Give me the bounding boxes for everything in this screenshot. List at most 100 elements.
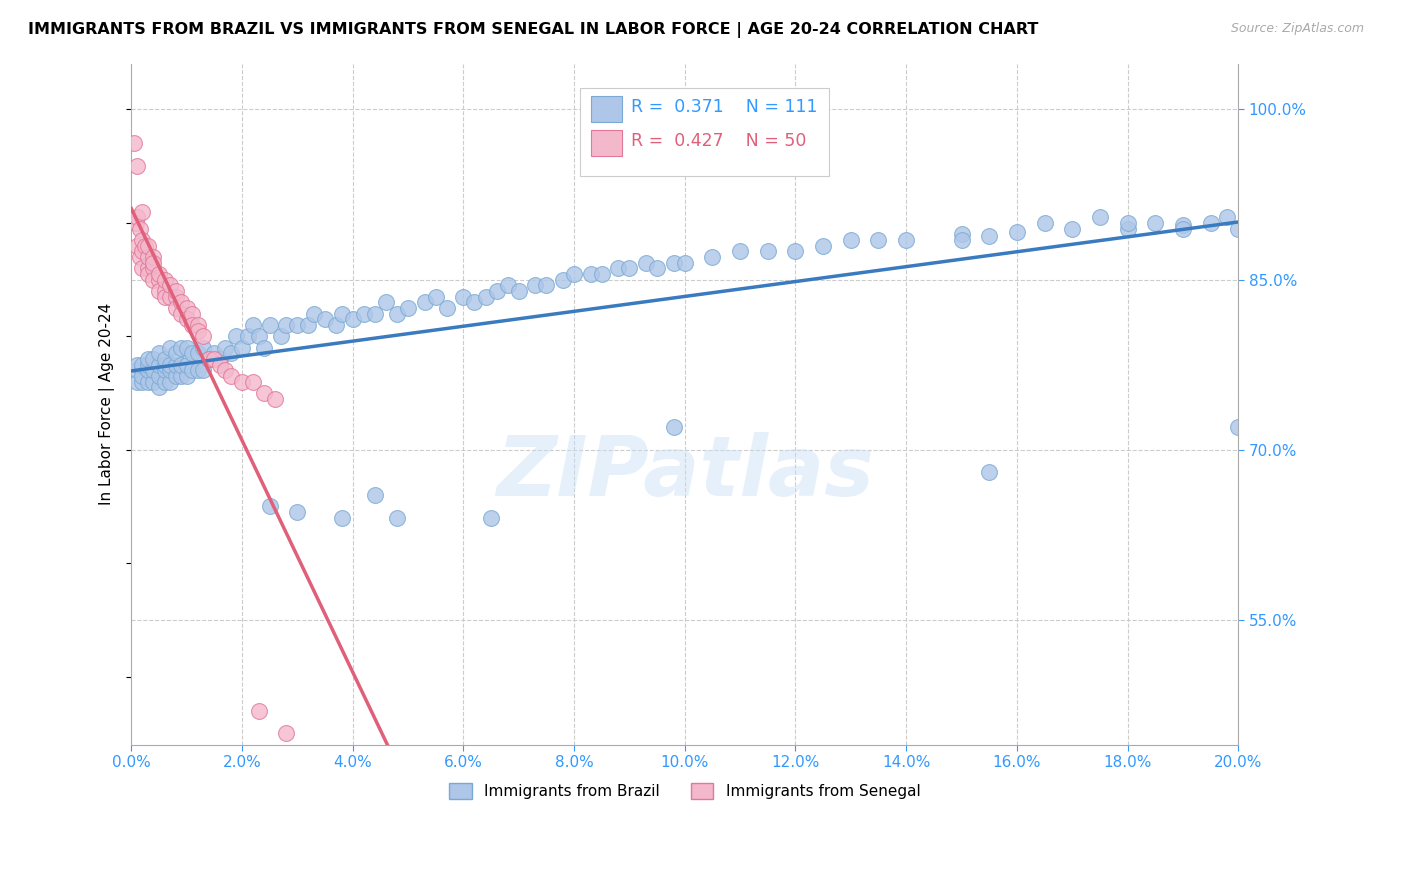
Point xyxy=(165,289,187,303)
Point xyxy=(508,284,530,298)
Point xyxy=(131,233,153,247)
Point xyxy=(276,318,298,332)
Text: R =  0.371    N = 111: R = 0.371 N = 111 xyxy=(630,98,817,116)
Point xyxy=(1062,221,1084,235)
Point xyxy=(453,289,475,303)
Point xyxy=(297,318,319,332)
Point xyxy=(134,238,156,252)
Point xyxy=(264,392,287,406)
Bar xyxy=(591,130,621,156)
Point xyxy=(208,351,231,366)
Point xyxy=(170,307,193,321)
Point xyxy=(153,358,176,372)
Point xyxy=(148,358,170,372)
Point xyxy=(536,278,558,293)
Point xyxy=(259,318,281,332)
Legend: Immigrants from Brazil, Immigrants from Senegal: Immigrants from Brazil, Immigrants from … xyxy=(443,777,927,805)
Point xyxy=(131,358,153,372)
Point xyxy=(1171,218,1194,232)
Point xyxy=(353,307,375,321)
Point xyxy=(176,341,198,355)
Point xyxy=(181,307,204,321)
Point xyxy=(364,488,387,502)
Point xyxy=(253,386,276,401)
Point xyxy=(1216,210,1239,224)
Point xyxy=(551,272,574,286)
Point xyxy=(463,295,485,310)
Point xyxy=(950,233,973,247)
Point xyxy=(165,346,187,360)
Point xyxy=(125,363,148,377)
Point xyxy=(385,307,408,321)
Point xyxy=(242,318,264,332)
Point xyxy=(728,244,751,259)
Point xyxy=(276,726,298,740)
Point xyxy=(474,289,496,303)
Point xyxy=(950,227,973,242)
Point xyxy=(231,341,253,355)
Point xyxy=(125,216,148,230)
Point xyxy=(187,346,209,360)
Point xyxy=(1171,221,1194,235)
Point xyxy=(259,500,281,514)
Point xyxy=(128,250,150,264)
Point xyxy=(868,233,890,247)
Point xyxy=(662,420,685,434)
Point xyxy=(413,295,436,310)
Point xyxy=(148,284,170,298)
Point xyxy=(153,284,176,298)
Point xyxy=(136,375,159,389)
Y-axis label: In Labor Force | Age 20-24: In Labor Force | Age 20-24 xyxy=(100,303,115,506)
Point xyxy=(176,301,198,315)
Point xyxy=(270,329,292,343)
FancyBboxPatch shape xyxy=(579,88,828,177)
Point xyxy=(142,272,165,286)
Point xyxy=(148,368,170,383)
Point xyxy=(136,250,159,264)
Point xyxy=(496,278,519,293)
Point xyxy=(1033,216,1056,230)
Point xyxy=(219,346,242,360)
Point xyxy=(148,346,170,360)
Point xyxy=(314,312,336,326)
Point xyxy=(219,368,242,383)
Point xyxy=(159,341,181,355)
Point xyxy=(148,380,170,394)
Point xyxy=(1088,210,1111,224)
Point xyxy=(198,351,221,366)
Point xyxy=(385,510,408,524)
Point xyxy=(148,267,170,281)
Point xyxy=(142,255,165,269)
Point xyxy=(125,238,148,252)
Point xyxy=(165,368,187,383)
Text: IMMIGRANTS FROM BRAZIL VS IMMIGRANTS FROM SENEGAL IN LABOR FORCE | AGE 20-24 COR: IMMIGRANTS FROM BRAZIL VS IMMIGRANTS FRO… xyxy=(28,22,1039,38)
Point xyxy=(125,358,148,372)
Point xyxy=(193,363,215,377)
Point xyxy=(1227,420,1250,434)
Point xyxy=(1199,216,1222,230)
Point xyxy=(285,505,308,519)
Point xyxy=(131,204,153,219)
Point xyxy=(619,261,641,276)
Point xyxy=(131,244,153,259)
Point xyxy=(153,363,176,377)
Point xyxy=(634,255,657,269)
Point xyxy=(562,267,585,281)
Point xyxy=(396,301,419,315)
Point xyxy=(125,210,148,224)
Point xyxy=(330,510,353,524)
Point xyxy=(181,318,204,332)
Point xyxy=(181,363,204,377)
Point xyxy=(214,341,236,355)
Point xyxy=(193,329,215,343)
Point xyxy=(485,284,508,298)
Point xyxy=(756,244,779,259)
Bar xyxy=(591,96,621,122)
Point xyxy=(159,363,181,377)
Point xyxy=(187,318,209,332)
Text: Source: ZipAtlas.com: Source: ZipAtlas.com xyxy=(1230,22,1364,36)
Point xyxy=(607,261,630,276)
Point xyxy=(479,510,502,524)
Point xyxy=(285,318,308,332)
Point xyxy=(170,295,193,310)
